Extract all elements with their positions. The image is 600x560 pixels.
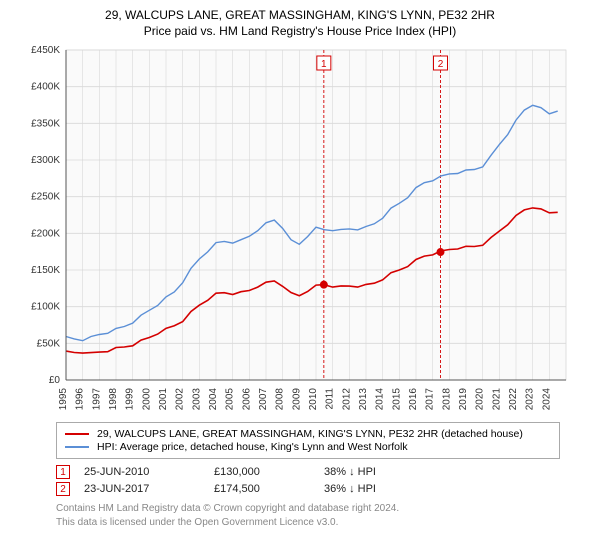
x-tick-label: 2012 — [341, 388, 352, 411]
price-marker-dot — [437, 248, 445, 256]
y-tick-label: £150K — [31, 265, 60, 276]
footer-attribution: Contains HM Land Registry data © Crown c… — [56, 502, 560, 529]
x-tick-label: 2013 — [358, 388, 369, 411]
x-tick-label: 2018 — [441, 388, 452, 411]
y-tick-label: £200K — [31, 228, 60, 239]
price-points-table: 1 25-JUN-2010£130,00038% ↓ HPI 2 23-JUN-201… — [56, 465, 560, 496]
x-tick-label: 1996 — [75, 388, 86, 411]
y-tick-label: £450K — [31, 45, 60, 56]
x-tick-label: 2000 — [141, 388, 152, 411]
price-marker-dot — [320, 281, 328, 289]
x-tick-label: 2007 — [258, 388, 269, 411]
price-marker-number: 1 — [321, 59, 327, 70]
x-tick-label: 2008 — [275, 388, 286, 411]
price-point-date: 23-JUN-2017 — [84, 483, 214, 495]
x-tick-label: 1995 — [58, 388, 69, 411]
y-tick-label: £350K — [31, 118, 60, 129]
y-tick-label: £50K — [37, 338, 61, 349]
x-tick-label: 1997 — [91, 388, 102, 411]
y-tick-label: £100K — [31, 302, 60, 313]
x-tick-label: 2009 — [291, 388, 302, 411]
title-line-1: 29, WALCUPS LANE, GREAT MASSINGHAM, KING… — [10, 8, 590, 22]
footer-line-2: This data is licensed under the Open Gov… — [56, 516, 560, 530]
price-point-price: £130,000 — [214, 466, 324, 478]
x-tick-label: 2016 — [408, 388, 419, 411]
x-tick-label: 2002 — [175, 388, 186, 411]
x-tick-label: 2023 — [525, 388, 536, 411]
legend-swatch — [65, 433, 89, 435]
price-point-price: £174,500 — [214, 483, 324, 495]
x-tick-label: 2010 — [308, 388, 319, 411]
legend: 29, WALCUPS LANE, GREAT MASSINGHAM, KING… — [56, 422, 560, 459]
price-point-date: 25-JUN-2010 — [84, 466, 214, 478]
price-point-diff: 36% ↓ HPI — [324, 483, 444, 495]
price-point-row: 1 25-JUN-2010£130,00038% ↓ HPI — [56, 465, 560, 479]
y-tick-label: £250K — [31, 192, 60, 203]
x-tick-label: 2015 — [391, 388, 402, 411]
x-tick-label: 2005 — [225, 388, 236, 411]
chart-title-block: 29, WALCUPS LANE, GREAT MASSINGHAM, KING… — [10, 8, 590, 38]
price-point-marker: 1 — [56, 465, 70, 479]
x-tick-label: 1998 — [108, 388, 119, 411]
y-tick-label: £300K — [31, 155, 60, 166]
line-chart-svg: £0 £50K £100K £150K £200K £250K £300K £350K £400… — [20, 44, 580, 414]
x-tick-label: 2006 — [241, 388, 252, 411]
title-line-2: Price paid vs. HM Land Registry's House … — [10, 24, 590, 38]
x-tick-label: 2004 — [208, 388, 219, 411]
x-tick-label: 2019 — [458, 388, 469, 411]
x-tick-label: 2022 — [508, 388, 519, 411]
price-point-diff: 38% ↓ HPI — [324, 466, 444, 478]
legend-swatch — [65, 446, 89, 448]
footer-line-1: Contains HM Land Registry data © Crown c… — [56, 502, 560, 516]
x-tick-label: 2020 — [475, 388, 486, 411]
legend-label: 29, WALCUPS LANE, GREAT MASSINGHAM, KING… — [97, 428, 523, 440]
x-tick-label: 2001 — [158, 388, 169, 411]
legend-item: HPI: Average price, detached house, King… — [65, 441, 551, 453]
x-tick-label: 2024 — [541, 388, 552, 411]
price-point-marker: 2 — [56, 482, 70, 496]
x-tick-label: 2021 — [491, 388, 502, 411]
legend-label: HPI: Average price, detached house, King… — [97, 441, 408, 453]
legend-item: 29, WALCUPS LANE, GREAT MASSINGHAM, KING… — [65, 428, 551, 440]
y-tick-label: £400K — [31, 82, 60, 93]
x-tick-label: 2014 — [375, 388, 386, 411]
price-point-row: 2 23-JUN-2017£174,50036% ↓ HPI — [56, 482, 560, 496]
price-marker-number: 2 — [438, 59, 444, 70]
chart-area: £0 £50K £100K £150K £200K £250K £300K £350K £400… — [20, 44, 580, 414]
x-tick-label: 2017 — [425, 388, 436, 411]
x-tick-label: 2003 — [191, 388, 202, 411]
y-tick-label: £0 — [49, 375, 61, 386]
x-tick-label: 2011 — [325, 388, 336, 410]
x-tick-label: 1999 — [125, 388, 136, 411]
